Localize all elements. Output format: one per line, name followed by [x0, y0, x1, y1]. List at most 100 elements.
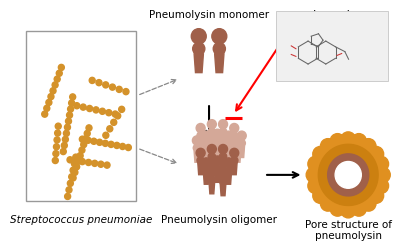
Circle shape — [116, 86, 122, 92]
Circle shape — [374, 156, 388, 172]
Circle shape — [361, 196, 376, 211]
Circle shape — [80, 104, 86, 110]
Polygon shape — [226, 173, 232, 184]
Circle shape — [55, 123, 61, 129]
Circle shape — [48, 93, 54, 100]
Circle shape — [67, 157, 73, 163]
Circle shape — [374, 178, 388, 193]
Polygon shape — [226, 146, 232, 157]
Circle shape — [77, 153, 83, 159]
Circle shape — [79, 147, 85, 153]
Circle shape — [54, 76, 60, 82]
Polygon shape — [209, 159, 215, 171]
Circle shape — [100, 108, 105, 114]
Circle shape — [120, 143, 126, 150]
Circle shape — [97, 139, 102, 145]
Circle shape — [44, 105, 50, 111]
Circle shape — [320, 139, 335, 154]
Circle shape — [330, 201, 345, 216]
Circle shape — [54, 144, 60, 150]
Circle shape — [196, 123, 205, 133]
Circle shape — [125, 144, 131, 151]
Circle shape — [213, 156, 222, 165]
Circle shape — [89, 77, 95, 83]
Circle shape — [52, 82, 58, 88]
Circle shape — [67, 180, 73, 186]
Circle shape — [73, 154, 79, 160]
Polygon shape — [215, 171, 220, 182]
Circle shape — [70, 167, 76, 173]
Polygon shape — [318, 144, 378, 205]
Circle shape — [369, 188, 384, 203]
Circle shape — [218, 120, 228, 129]
Circle shape — [238, 139, 245, 147]
Circle shape — [375, 167, 390, 183]
Polygon shape — [215, 53, 224, 73]
Circle shape — [93, 107, 99, 113]
Circle shape — [111, 119, 117, 125]
Circle shape — [352, 134, 366, 149]
Circle shape — [84, 130, 90, 137]
Polygon shape — [328, 154, 369, 196]
Circle shape — [69, 174, 75, 180]
Circle shape — [98, 161, 104, 167]
Circle shape — [119, 106, 125, 112]
Circle shape — [73, 158, 79, 164]
Polygon shape — [198, 163, 204, 175]
Polygon shape — [198, 138, 204, 150]
Circle shape — [69, 100, 75, 106]
Circle shape — [103, 82, 109, 88]
Text: Pneumolysin monomer: Pneumolysin monomer — [149, 10, 269, 20]
Circle shape — [234, 136, 242, 145]
Text: Pore structure of
pneumolysin: Pore structure of pneumolysin — [305, 220, 392, 241]
Circle shape — [320, 196, 335, 211]
Circle shape — [64, 130, 69, 136]
Circle shape — [218, 169, 228, 179]
Circle shape — [92, 160, 98, 166]
Polygon shape — [209, 134, 215, 146]
Circle shape — [213, 129, 222, 138]
Circle shape — [213, 42, 225, 55]
Circle shape — [107, 126, 113, 132]
Polygon shape — [220, 159, 226, 171]
Circle shape — [220, 128, 227, 135]
Text: Pneumolysin oligomer: Pneumolysin oligomer — [161, 215, 277, 225]
Circle shape — [86, 159, 92, 165]
Circle shape — [197, 132, 204, 139]
Circle shape — [76, 158, 81, 164]
Polygon shape — [232, 138, 237, 150]
Circle shape — [207, 120, 216, 129]
Circle shape — [52, 157, 58, 163]
Circle shape — [306, 167, 321, 183]
Circle shape — [66, 187, 72, 193]
Polygon shape — [194, 53, 204, 73]
Circle shape — [85, 137, 91, 143]
Circle shape — [234, 144, 242, 152]
Circle shape — [313, 188, 328, 203]
Bar — [26, 30, 136, 201]
FancyBboxPatch shape — [276, 10, 388, 81]
Polygon shape — [232, 163, 237, 175]
Circle shape — [123, 89, 129, 95]
Circle shape — [60, 148, 66, 155]
Circle shape — [369, 146, 384, 162]
Circle shape — [61, 142, 67, 149]
Circle shape — [231, 157, 238, 164]
Circle shape — [102, 140, 108, 146]
Circle shape — [58, 64, 64, 71]
Circle shape — [108, 141, 114, 147]
Polygon shape — [309, 135, 388, 215]
Circle shape — [225, 166, 232, 174]
Circle shape — [70, 94, 76, 100]
Polygon shape — [215, 144, 220, 156]
Circle shape — [42, 111, 48, 117]
Circle shape — [62, 136, 68, 142]
Circle shape — [66, 112, 72, 118]
Circle shape — [361, 139, 376, 154]
Polygon shape — [235, 151, 241, 162]
Circle shape — [220, 178, 227, 185]
Circle shape — [87, 105, 92, 112]
Polygon shape — [204, 146, 209, 157]
Circle shape — [112, 111, 118, 117]
Circle shape — [230, 148, 239, 157]
